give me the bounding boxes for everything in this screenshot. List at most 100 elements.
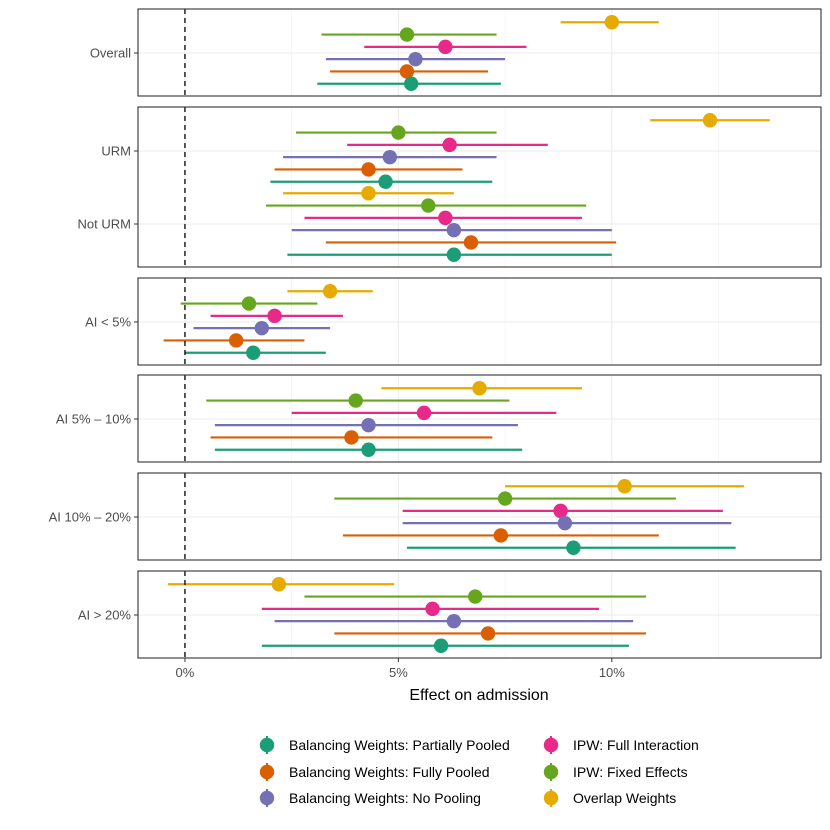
point-estimate: [557, 515, 573, 531]
estimate-overall-1: [330, 64, 489, 79]
point-estimate: [446, 613, 462, 629]
estimate-urm-5: [650, 113, 770, 128]
estimate-not-urm-0: [287, 247, 612, 262]
legend-key-point: [259, 790, 275, 806]
panel-border: [137, 277, 822, 366]
point-estimate: [391, 125, 406, 140]
point-estimate: [361, 417, 376, 433]
estimate-ai-20--2: [274, 613, 634, 629]
point-estimate: [361, 186, 376, 201]
panel-3: AI 5% – 10%: [56, 374, 822, 463]
legend-label: Overlap Weights: [573, 790, 676, 806]
estimate-ai-20--1: [334, 626, 646, 641]
estimate-ai-5-10--3: [291, 405, 557, 421]
estimate-ai-20--3: [261, 601, 600, 617]
legend-label: Balancing Weights: No Pooling: [289, 790, 481, 806]
estimate-ai-10-20--1: [342, 528, 659, 543]
legend-label: IPW: Full Interaction: [573, 737, 699, 753]
estimate-urm-4: [295, 125, 497, 140]
estimate-not-urm-4: [266, 198, 587, 213]
point-estimate: [361, 162, 376, 177]
panel-background: [138, 107, 821, 267]
estimate-ai-20--5: [167, 577, 395, 592]
legend-item: Balancing Weights: No Pooling: [259, 789, 481, 807]
point-estimate: [241, 296, 257, 311]
x-axis: 0% 5% 10%: [176, 658, 625, 680]
point-estimate: [246, 345, 261, 360]
panels: Overall URM Not URM AI < 5% AI 5% – 10% AI 10…: [49, 8, 822, 659]
legend-label: IPW: Fixed Effects: [573, 764, 688, 780]
legend-item: Balancing Weights: Partially Pooled: [259, 736, 510, 754]
panel-border: [137, 570, 822, 659]
estimate-overall-0: [317, 76, 501, 91]
point-estimate: [702, 113, 718, 128]
estimate-ai-10-20--0: [406, 540, 736, 555]
point-estimate: [404, 76, 419, 91]
point-estimate: [566, 540, 581, 555]
point-estimate: [480, 626, 496, 641]
point-estimate: [254, 320, 269, 336]
estimate-overall-4: [321, 27, 497, 42]
estimate-ai-10-20--3: [402, 503, 723, 519]
y-tick-label: Not URM: [78, 217, 131, 232]
panel-5: AI > 20%: [78, 570, 822, 659]
x-tick-label: 5%: [389, 665, 408, 680]
point-estimate: [408, 51, 423, 67]
point-estimate: [446, 247, 462, 262]
point-estimate: [267, 308, 282, 324]
point-estimate: [344, 430, 359, 445]
estimate-ai-5--4: [180, 296, 318, 311]
estimate-not-urm-1: [325, 235, 617, 250]
point-estimate: [399, 27, 415, 42]
panel-border: [137, 374, 822, 463]
panel-2: AI < 5%: [85, 277, 822, 366]
legend-key-point: [259, 764, 275, 780]
point-estimate: [468, 589, 483, 604]
point-estimate: [438, 210, 453, 226]
y-tick-label: AI < 5%: [85, 315, 131, 330]
estimate-urm-2: [283, 149, 497, 165]
point-estimate: [348, 393, 363, 408]
estimate-not-urm-3: [304, 210, 582, 226]
legend: Balancing Weights: Partially Pooled IPW: …: [259, 736, 699, 807]
point-estimate: [399, 64, 415, 79]
y-tick-label: Overall: [90, 46, 131, 61]
estimate-ai-5--1: [163, 333, 305, 348]
point-estimate: [228, 333, 244, 348]
point-estimate: [433, 638, 449, 653]
panel-1: URM Not URM: [78, 106, 822, 268]
estimate-ai-5-10--1: [210, 430, 493, 445]
point-estimate: [446, 222, 462, 238]
estimate-ai-20--4: [304, 589, 646, 604]
point-estimate: [472, 381, 487, 396]
point-estimate: [442, 137, 457, 153]
panel-border: [137, 472, 822, 561]
estimate-ai-5-10--5: [381, 381, 582, 396]
estimate-ai-5--0: [184, 345, 326, 360]
legend-key-point: [259, 737, 275, 753]
point-estimate: [416, 405, 432, 421]
estimate-ai-5-10--2: [214, 417, 518, 433]
point-estimate: [497, 491, 513, 506]
point-estimate: [553, 503, 568, 519]
y-tick-label: AI 5% – 10%: [56, 412, 132, 427]
point-estimate: [604, 15, 620, 30]
panel-border: [137, 106, 822, 268]
estimate-ai-5--5: [287, 284, 373, 299]
point-estimate: [421, 198, 436, 213]
y-tick-label: URM: [101, 144, 131, 159]
legend-label: Balancing Weights: Fully Pooled: [289, 764, 490, 780]
legend-item: Balancing Weights: Fully Pooled: [259, 763, 490, 781]
y-tick-label: AI > 20%: [78, 608, 132, 623]
legend-key-point: [543, 764, 559, 780]
point-estimate: [382, 149, 398, 165]
y-tick-label: AI 10% – 20%: [49, 510, 132, 525]
point-estimate: [493, 528, 509, 543]
panel-4: AI 10% – 20%: [49, 472, 822, 561]
estimate-ai-5--3: [210, 308, 343, 324]
estimate-ai-10-20--4: [334, 491, 676, 506]
legend-item: IPW: Full Interaction: [543, 736, 699, 754]
point-estimate: [271, 577, 287, 592]
legend-label: Balancing Weights: Partially Pooled: [289, 737, 510, 753]
